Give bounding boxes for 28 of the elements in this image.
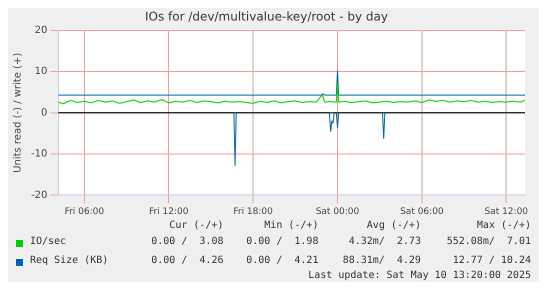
text: 0.00 / 4.26 [150, 254, 224, 268]
text: 0.00 / 1.98 [245, 234, 318, 248]
x-tick-label: Sat 12:00 [484, 206, 528, 217]
text: 0.00 / 3.08 [150, 234, 224, 248]
legend-label: Req Size (KB) [29, 254, 110, 268]
legend-label: IO/sec [29, 234, 68, 248]
x-tick-label: Fri 06:00 [64, 206, 104, 217]
text: Avg (-/+) [366, 220, 421, 232]
y-tick-label: 0 [40, 107, 48, 118]
text: 552.08m/ 7.01 [446, 234, 531, 248]
text: 0.00 / 4.21 [245, 254, 318, 268]
text: 4.32m/ 2.73 [348, 234, 421, 248]
x-tick-label: Fri 12:00 [148, 206, 189, 217]
y-tick-label: 10 [34, 66, 48, 78]
y-tick-label: -10 [30, 148, 48, 160]
text: 12.77 / 10.24 [452, 254, 531, 268]
text: Max (-/+) [476, 220, 531, 232]
text: 88.31m/ 4.29 [342, 254, 421, 268]
text: Cur (-/+) [168, 220, 224, 232]
x-tick-label: Sat 00:00 [316, 206, 360, 217]
y-tick-label: -20 [30, 190, 48, 201]
y-tick-label: 20 [34, 24, 48, 36]
chart-title: IOs for /dev/multivalue-key/root - by day [145, 9, 388, 24]
text: Last update: Sat May 10 13:20:00 2025 [307, 270, 531, 282]
text: Min (-/+) [263, 220, 318, 232]
x-tick-label: Sat 06:00 [400, 206, 444, 217]
x-tick-label: Fri 18:00 [233, 206, 274, 217]
y-axis-title: Units read (-) / write (+) [12, 52, 24, 173]
